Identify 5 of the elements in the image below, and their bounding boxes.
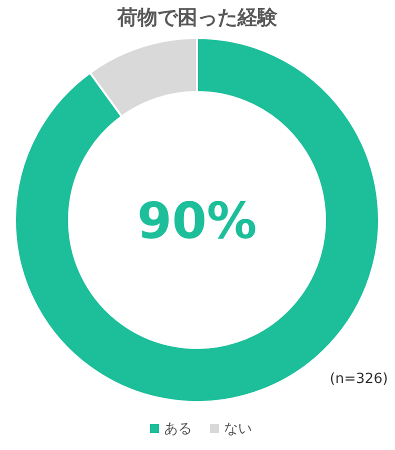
chart-title: 荷物で困った経験 (116, 5, 278, 29)
text: 90% (137, 192, 257, 250)
text: (n=326) (330, 371, 388, 387)
legend-label: ある (164, 421, 192, 437)
legend-label: ない (224, 421, 252, 437)
